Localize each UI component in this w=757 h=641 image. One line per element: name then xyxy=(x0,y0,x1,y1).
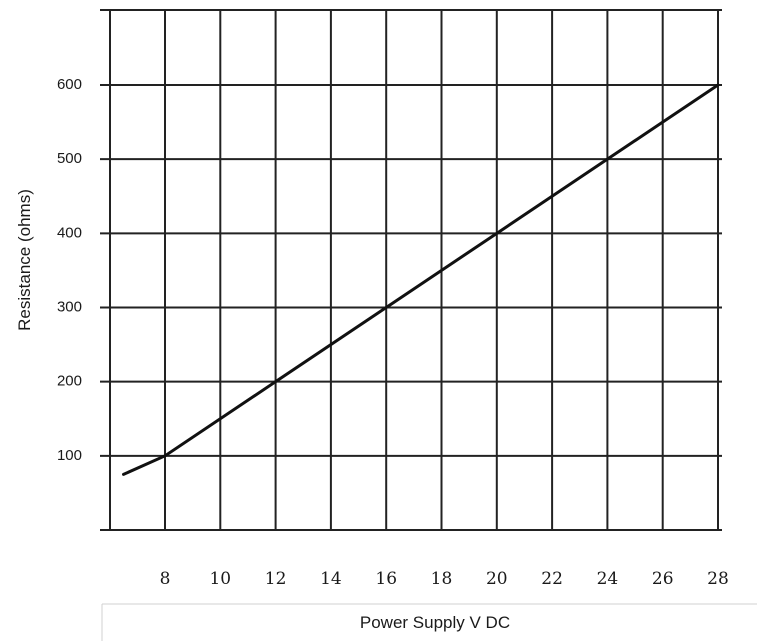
x-tick-label: 8 xyxy=(160,569,171,589)
chart-grid xyxy=(100,9,722,531)
x-tick-label: 16 xyxy=(375,569,397,589)
x-axis-title: Power Supply V DC xyxy=(360,613,510,632)
y-axis-title: Resistance (ohms) xyxy=(15,189,34,331)
y-axis-ticks: 100 200 300 400 500 600 xyxy=(57,76,82,464)
x-tick-label: 18 xyxy=(431,569,453,589)
x-axis-ticks: 8 10 12 14 16 18 20 22 24 26 28 xyxy=(160,569,729,589)
y-tick-label: 400 xyxy=(57,224,82,241)
y-tick-label: 200 xyxy=(57,373,82,390)
y-tick-label: 300 xyxy=(57,299,82,316)
x-tick-label: 10 xyxy=(209,569,231,589)
y-tick-label: 600 xyxy=(57,76,82,93)
series-lines xyxy=(122,83,720,476)
y-tick-label: 100 xyxy=(57,447,82,464)
x-tick-label: 28 xyxy=(707,569,729,589)
x-tick-label: 24 xyxy=(597,569,619,589)
x-tick-label: 12 xyxy=(265,569,287,589)
x-tick-label: 14 xyxy=(320,569,342,589)
x-tick-label: 20 xyxy=(486,569,508,589)
x-tick-label: 22 xyxy=(541,569,563,589)
series-line xyxy=(122,83,720,476)
y-tick-label: 500 xyxy=(57,150,82,167)
x-tick-label: 26 xyxy=(652,569,674,589)
